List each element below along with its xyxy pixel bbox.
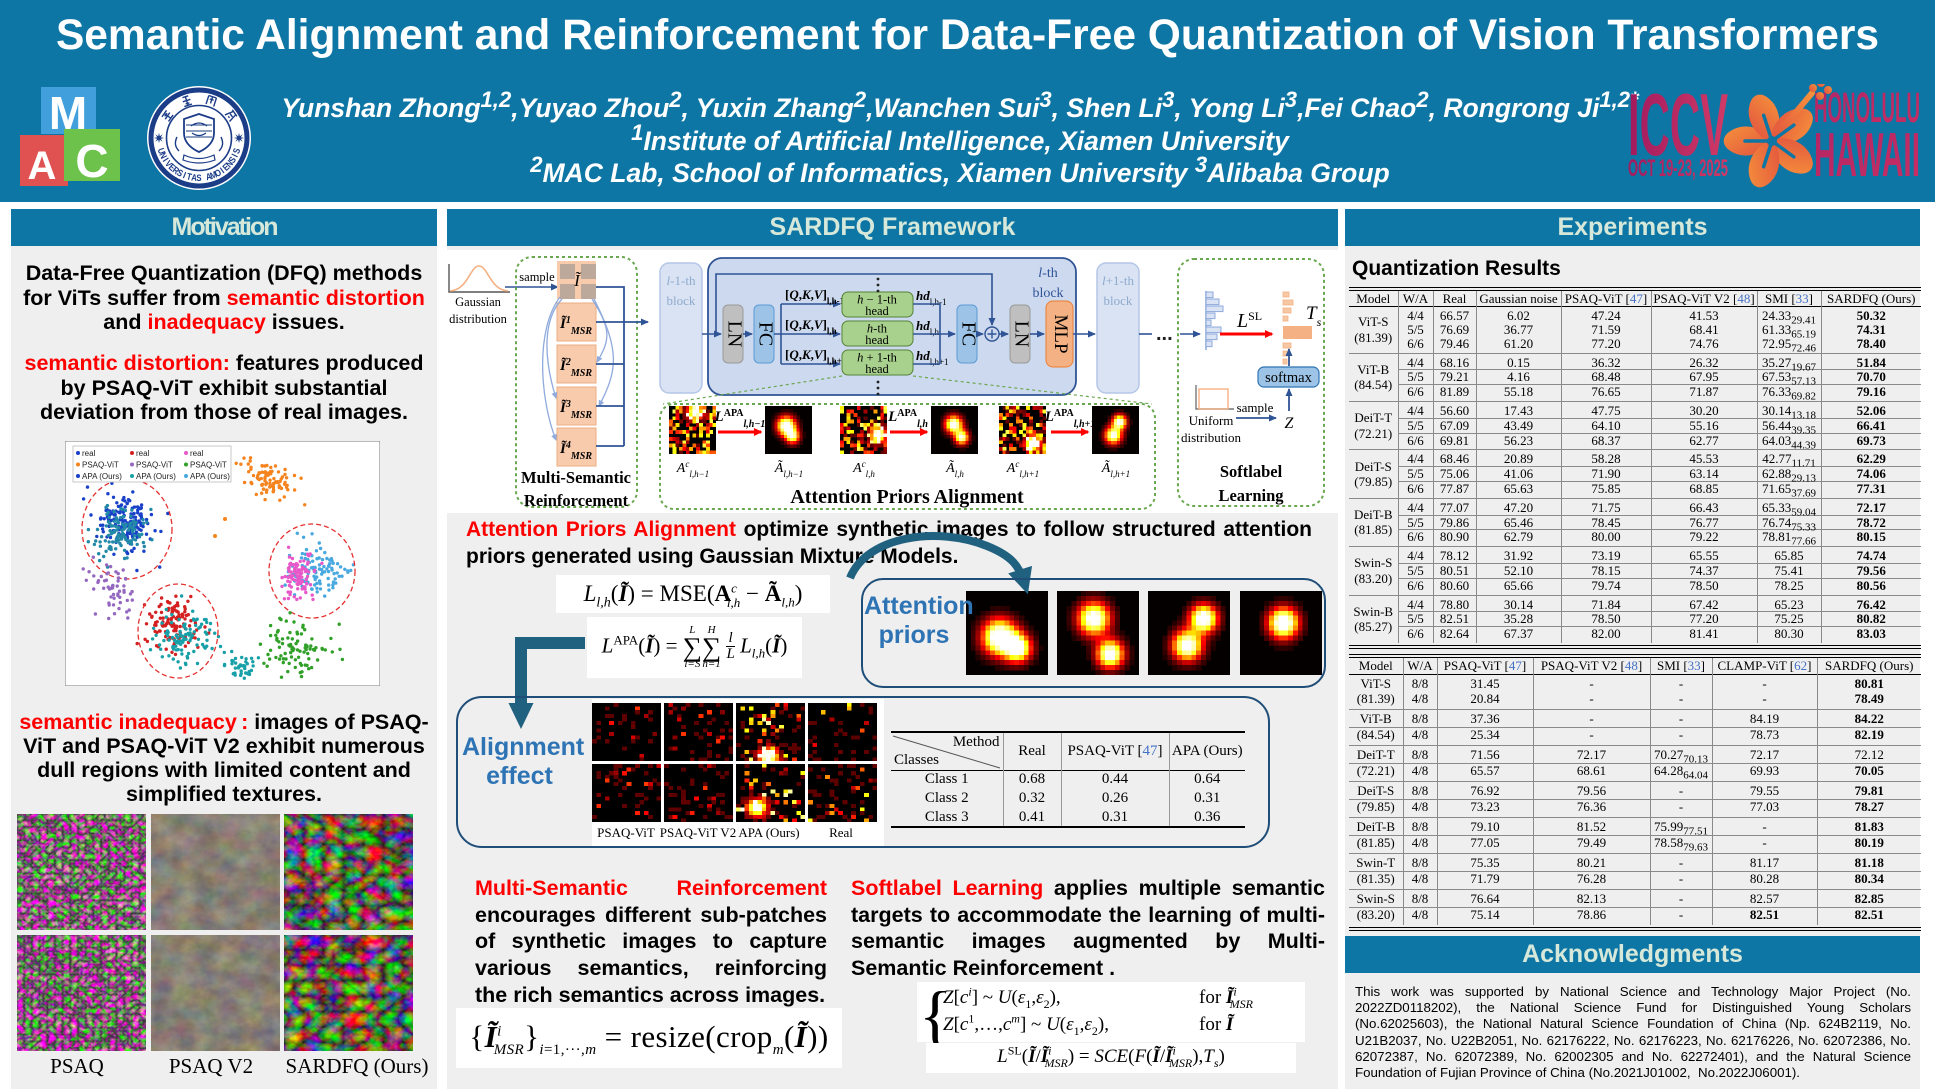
svg-text:real: real [82,449,96,458]
svg-text:[Q,K,V]l,h: [Q,K,V]l,h [785,317,837,336]
svg-text:...: ... [1156,323,1173,345]
svg-text:S: S [175,167,185,179]
svg-text:h + 1-th: h + 1-th [857,351,897,365]
svg-text:Ãl,h+1: Ãl,h+1 [1101,459,1130,479]
svg-text:Learning: Learning [1218,486,1284,505]
svg-text:Gaussian: Gaussian [455,295,502,309]
svg-text:Acl,h+1: Acl,h+1 [1006,459,1039,479]
svg-text:LAPAl,h+1: LAPAl,h+1 [1044,408,1096,430]
svg-text:S: S [231,146,243,155]
svg-text:Ãl,h: Ãl,h [945,459,964,479]
svg-text:ICCV: ICCV [1628,84,1728,174]
svg-text:distribution: distribution [449,312,507,326]
svg-text:FC: FC [754,322,776,346]
svg-text:l-th: l-th [1038,266,1057,281]
svg-text:R: R [170,164,182,177]
svg-text:I: I [229,152,240,159]
svg-text:OCT 19-23, 2025: OCT 19-23, 2025 [1628,155,1728,182]
svg-text:N: N [157,151,169,161]
svg-text:l-1-th: l-1-th [667,273,696,288]
svg-text:APA (Ours): APA (Ours) [82,472,122,481]
svg-text:S: S [196,172,201,183]
svg-text:Reinforcement: Reinforcement [524,491,629,510]
svg-text:LN: LN [723,321,745,348]
svg-text:Softlabel: Softlabel [1220,462,1283,481]
svg-text:real: real [190,449,204,458]
svg-text:APA (Ours): APA (Ours) [190,472,230,481]
svg-text:O: O [213,167,224,180]
svg-text:sample: sample [519,270,555,284]
svg-text:Acl,h: Acl,h [852,459,875,479]
svg-text:A: A [191,172,199,184]
svg-text:PSAQ-ViT: PSAQ-ViT [190,461,227,470]
svg-text:hdl,h+1: hdl,h+1 [916,348,949,367]
svg-text:l+1-th: l+1-th [1102,273,1134,288]
svg-text:Ãl,h−1: Ãl,h−1 [774,459,803,479]
svg-text:Acl,h−1: Acl,h−1 [676,459,709,479]
svg-text:hdl,h: hdl,h [916,318,939,337]
svg-text:HONOLULU: HONOLULU [1814,84,1920,132]
svg-text:I: I [182,170,188,181]
svg-text:HAWAII: HAWAII [1814,121,1920,190]
svg-text:S: S [226,154,238,164]
svg-text:hdl,h-1: hdl,h-1 [916,288,946,307]
svg-text:N: N [223,158,235,169]
svg-text:V: V [163,158,175,169]
svg-text:C: C [75,135,108,187]
svg-text:T: T [186,171,194,183]
svg-text:Ĩ: Ĩ [573,271,582,290]
svg-text:head: head [865,362,889,376]
svg-text:h − 1-th: h − 1-th [857,293,897,307]
svg-text:h-th: h-th [867,322,888,336]
svg-text:Z: Z [1285,415,1295,432]
svg-text:LN: LN [1010,321,1032,348]
svg-text:A: A [28,144,57,188]
svg-text:block: block [1032,286,1063,301]
svg-text:head: head [865,333,889,347]
svg-text:LAPAl,h: LAPAl,h [887,408,928,430]
svg-text:head: head [865,304,889,318]
svg-text:FC: FC [957,322,979,346]
svg-text:Multi-Semantic: Multi-Semantic [521,468,631,487]
svg-text:MLP: MLP [1050,314,1071,353]
svg-text:block: block [1104,293,1133,308]
svg-text:block: block [667,293,696,308]
svg-text:Ts: Ts [1306,303,1322,329]
svg-text:Uniform: Uniform [1189,413,1234,428]
svg-text:distribution: distribution [1181,430,1241,445]
svg-text:real: real [136,449,150,458]
svg-text:APA (Ours): APA (Ours) [136,472,176,481]
svg-text:PSAQ-ViT: PSAQ-ViT [82,461,119,470]
svg-text:PSAQ-ViT: PSAQ-ViT [136,461,173,470]
svg-text:LAPAl,h−1: LAPAl,h−1 [714,408,766,430]
svg-text:LSL: LSL [1236,309,1262,332]
svg-text:E: E [220,161,231,173]
svg-text:A: A [205,170,214,182]
svg-text:I: I [161,156,171,164]
svg-text:I: I [218,165,226,175]
svg-text:E: E [166,161,177,173]
svg-text:sample: sample [1237,400,1274,415]
svg-text:Attention Priors Alignment: Attention Priors Alignment [790,486,1024,508]
svg-text:softmax: softmax [1265,370,1312,386]
svg-text:U: U [155,146,167,155]
svg-text:M: M [208,169,218,182]
